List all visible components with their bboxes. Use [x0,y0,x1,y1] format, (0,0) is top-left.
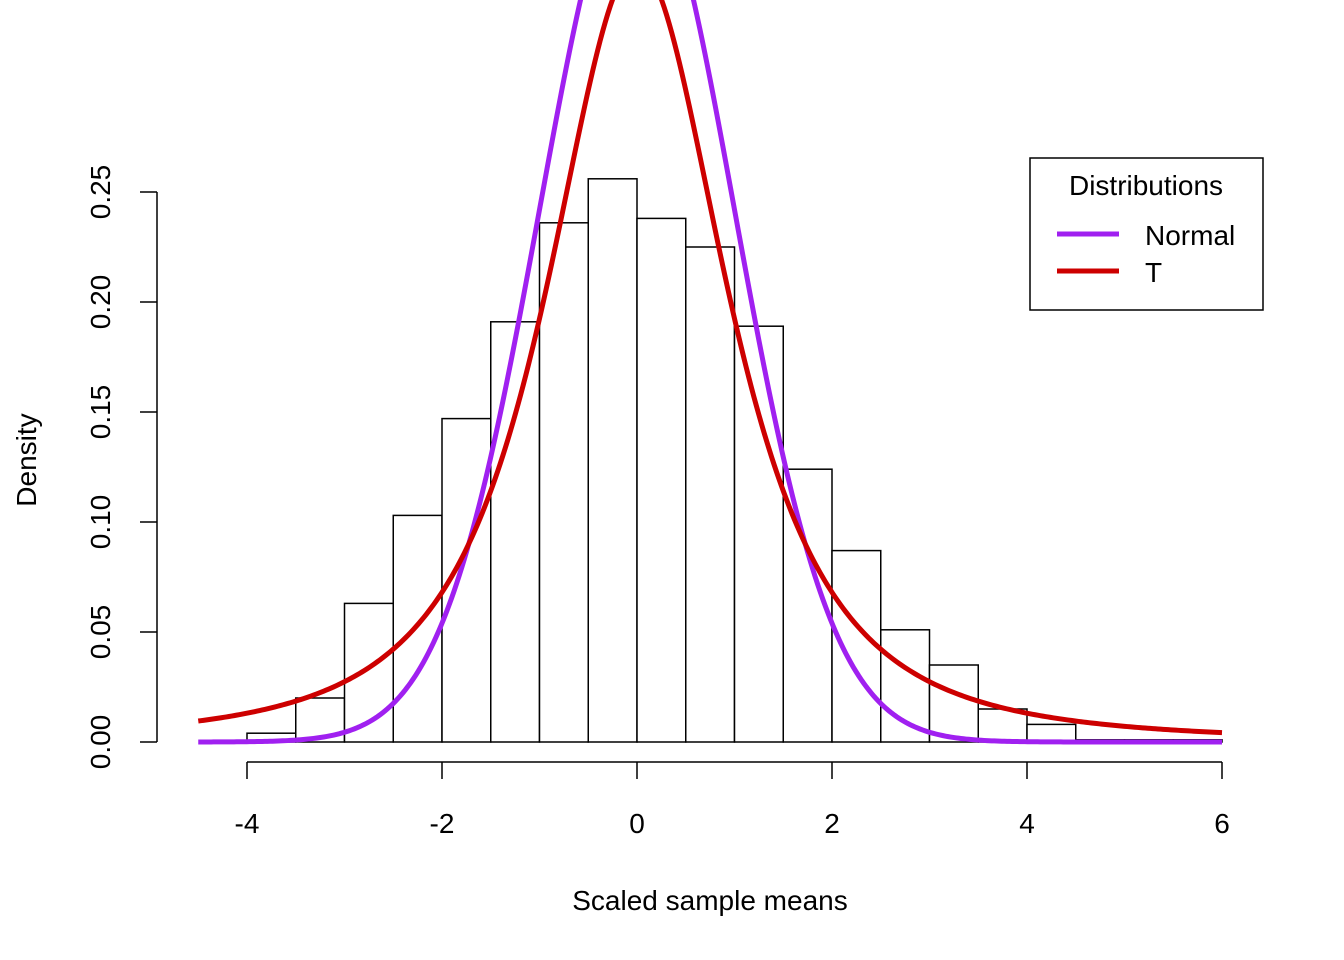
histogram-bar [685,246,736,743]
x-axis-label: Scaled sample means [572,885,847,916]
histogram-bar [733,325,784,743]
histogram-bar [977,708,1028,743]
curve-t [197,0,1223,736]
density-curves [197,0,1223,745]
x-tick-label: 4 [1019,808,1035,839]
y-tick-label: 0.10 [85,495,116,550]
histogram-bar [490,321,541,743]
y-tick-label: 0.15 [85,385,116,440]
histogram-bar [880,629,931,743]
histogram-bar [538,222,589,743]
x-tick-label: -2 [430,808,455,839]
histogram-bar [392,514,443,743]
legend-title: Distributions [1069,170,1223,201]
y-tick-label: 0.20 [85,275,116,330]
histogram-bar [831,549,882,743]
curve-normal [198,0,1222,745]
legend-label-normal: Normal [1145,220,1235,251]
y-tick-label: 0.25 [85,165,116,220]
histogram-bar [928,664,979,743]
histogram-bar [343,602,394,743]
x-tick-label: 0 [629,808,645,839]
x-axis: -4 -2 0 2 4 6 [235,761,1230,839]
x-tick-label: -4 [235,808,260,839]
y-tick-label: 0.00 [85,715,116,770]
y-axis: 0.00 0.05 0.10 0.15 0.20 0.25 [85,165,158,770]
y-axis-label: Density [11,413,42,506]
x-tick-label: 6 [1214,808,1230,839]
legend-label-t: T [1145,257,1162,288]
histogram-bars [246,178,1223,743]
y-tick-label: 0.05 [85,605,116,660]
histogram-bar [587,178,638,743]
legend: Distributions Normal T [1029,157,1264,311]
x-tick-label: 2 [824,808,840,839]
histogram-bar [636,217,687,743]
